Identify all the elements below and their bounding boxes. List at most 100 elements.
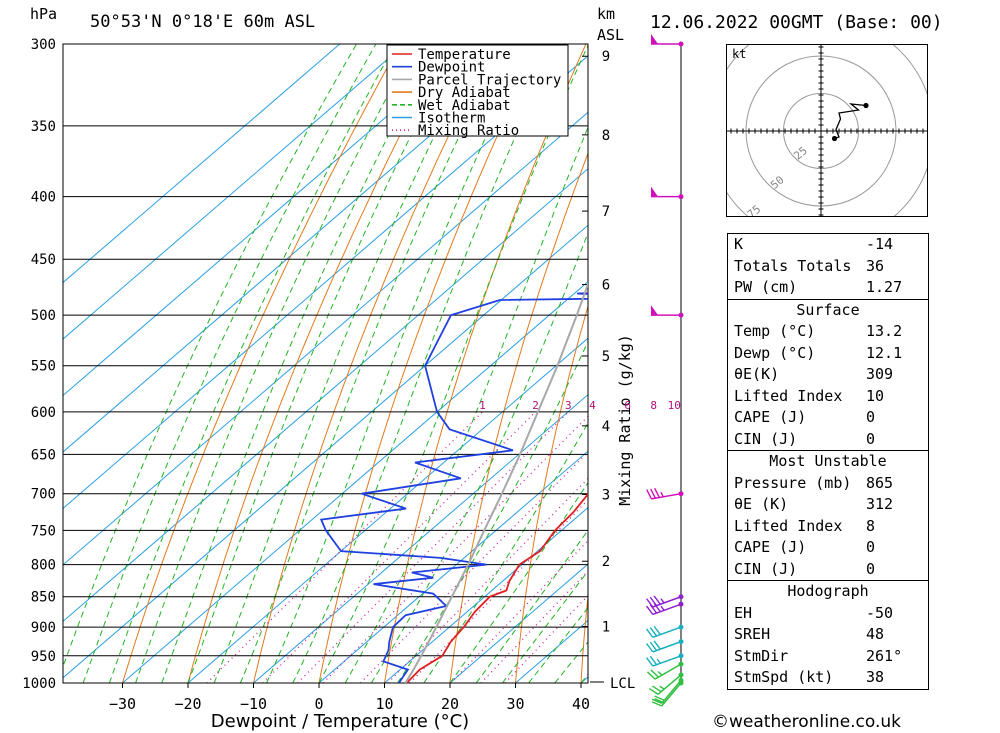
table-row: StmDir 261° bbox=[734, 646, 903, 665]
pressure-tick-label: 900 bbox=[31, 620, 56, 636]
wind-barb-flag bbox=[651, 698, 662, 704]
wind-barb bbox=[651, 680, 684, 707]
km-tick-label: 8 bbox=[602, 128, 610, 144]
wind-barb-shaft bbox=[652, 603, 682, 616]
wind-barb-flag bbox=[648, 687, 659, 695]
parcel-trajectory-line bbox=[404, 281, 588, 683]
isotherm-line bbox=[384, 506, 588, 683]
table-row: Dewp (°C) 12.1 bbox=[734, 343, 903, 362]
x-tick-label: 20 bbox=[441, 695, 459, 713]
hodograph-title: Hodograph bbox=[728, 580, 928, 603]
wet-adiabat-line bbox=[501, 570, 588, 683]
hodograph-ring-label: 50 bbox=[768, 173, 787, 191]
lcl-label: LCL bbox=[610, 676, 635, 692]
pressure-tick-label: 400 bbox=[31, 190, 56, 206]
dry-adiabat-line bbox=[187, 44, 448, 683]
pressure-tick-label: 600 bbox=[31, 405, 56, 421]
wind-barb-half-flag bbox=[660, 605, 665, 611]
wind-barb-flag bbox=[649, 641, 658, 651]
mixing-ratio-label: 2 bbox=[532, 399, 539, 412]
mixing-ratio-line bbox=[262, 411, 536, 683]
datetime-title: 12.06.2022 00GMT (Base: 00) bbox=[650, 12, 943, 33]
table-row: Temp (°C) 13.2 bbox=[734, 322, 903, 340]
legend-label: Wet Adiabat bbox=[418, 98, 511, 114]
wet-adiabat-line bbox=[82, 44, 377, 683]
hodograph-trace bbox=[834, 103, 867, 140]
dewpoint-line bbox=[319, 292, 588, 683]
asl-unit: ASL bbox=[597, 26, 625, 44]
wind-barb-flag bbox=[646, 643, 654, 653]
pressure-tick-label: 350 bbox=[31, 119, 56, 135]
table-row: Lifted Index 10 bbox=[734, 386, 885, 405]
table-row: θE(K) 309 bbox=[734, 365, 894, 383]
legend-box bbox=[386, 44, 569, 137]
wet-adiabat-line bbox=[397, 340, 588, 683]
wind-barb-pennant bbox=[651, 305, 658, 316]
pressure-tick-label: 1000 bbox=[22, 676, 56, 692]
legend-label: Dewpoint bbox=[418, 60, 485, 76]
pressure-tick-label: 650 bbox=[31, 447, 56, 463]
mixing-ratio-line bbox=[322, 415, 588, 683]
pressure-tick-label: 700 bbox=[31, 487, 56, 503]
wet-adiabat-line bbox=[108, 44, 396, 683]
wind-barb-shaft bbox=[652, 626, 682, 639]
wind-barb-flag bbox=[650, 669, 659, 678]
mixing-ratio-line bbox=[480, 570, 588, 683]
isotherm-line bbox=[253, 393, 588, 683]
table-row: SREH 48 bbox=[734, 625, 885, 643]
mixing-ratio-label: 3 bbox=[565, 399, 572, 412]
wind-barb-half-flag bbox=[660, 491, 664, 498]
mixing-ratio-label: 8 bbox=[650, 399, 657, 412]
pressure-tick-label: 450 bbox=[31, 252, 56, 268]
isotherm-line bbox=[449, 563, 588, 683]
wet-adiabat-line bbox=[292, 44, 558, 683]
table-row: K -14 bbox=[734, 235, 894, 253]
legend-label: Mixing Ratio bbox=[418, 123, 519, 139]
isotherm-line bbox=[63, 224, 588, 679]
hodograph-ring-label: 75 bbox=[745, 203, 764, 216]
wind-barb-flag bbox=[649, 627, 658, 637]
x-tick-label: 40 bbox=[572, 695, 590, 713]
legend-label: Isotherm bbox=[418, 111, 485, 127]
wind-barb-half-flag bbox=[659, 685, 665, 690]
wind-barb-shaft bbox=[652, 596, 682, 608]
hodograph-point bbox=[863, 102, 869, 109]
wind-barb bbox=[646, 661, 684, 680]
wind-barb-flag bbox=[646, 671, 656, 680]
wet-adiabat-line bbox=[475, 529, 588, 683]
wind-barb-flag bbox=[646, 628, 654, 638]
table-row: Pressure (mb) 865 bbox=[734, 473, 894, 492]
wet-adiabat-line bbox=[580, 673, 588, 683]
wet-adiabat-line bbox=[266, 44, 530, 683]
location-title: 50°53'N 0°18'E 60m ASL bbox=[90, 12, 316, 32]
skewt-chart: 3003504004505005506006507007508008509009… bbox=[22, 34, 701, 732]
wet-adiabat-line bbox=[135, 44, 416, 683]
hodograph-unit-label: kt bbox=[732, 47, 746, 61]
table-row: PW (cm) 1.27 bbox=[734, 278, 903, 296]
mixing-ratio-line bbox=[504, 594, 588, 683]
wind-barb-shaft bbox=[652, 640, 682, 653]
x-tick-label: 0 bbox=[314, 695, 323, 713]
plot-frame bbox=[62, 43, 589, 684]
isotherm-line bbox=[580, 676, 588, 683]
wind-barb-shaft bbox=[661, 682, 682, 707]
table-row: Totals Totals 36 bbox=[734, 256, 885, 275]
mixing-ratio-label: 1 bbox=[479, 399, 486, 412]
table-row: CIN (J) 0 bbox=[734, 559, 876, 578]
dry-adiabat-line bbox=[580, 592, 588, 683]
km-tick-label: 2 bbox=[602, 554, 610, 570]
mixing-ratio-axis-title: Mixing Ratio (g/kg) bbox=[616, 334, 634, 506]
pressure-tick-label: 850 bbox=[31, 590, 56, 606]
wind-barb bbox=[646, 639, 684, 653]
table-row: Lifted Index 8 bbox=[734, 516, 876, 535]
credit-link[interactable]: ©weatheronline.co.uk bbox=[712, 712, 902, 732]
pressure-tick-label: 950 bbox=[31, 649, 56, 665]
wind-barb-flag bbox=[650, 488, 657, 499]
table-row: θE (K) 312 bbox=[734, 495, 894, 513]
dry-adiabat-line bbox=[647, 44, 701, 683]
isotherm-line bbox=[63, 44, 472, 397]
wind-barb-half-flag bbox=[660, 598, 665, 604]
wind-barb-shaft bbox=[651, 492, 682, 500]
legend-label: Parcel Trajectory bbox=[418, 72, 561, 88]
wind-barb-shaft bbox=[657, 674, 682, 695]
